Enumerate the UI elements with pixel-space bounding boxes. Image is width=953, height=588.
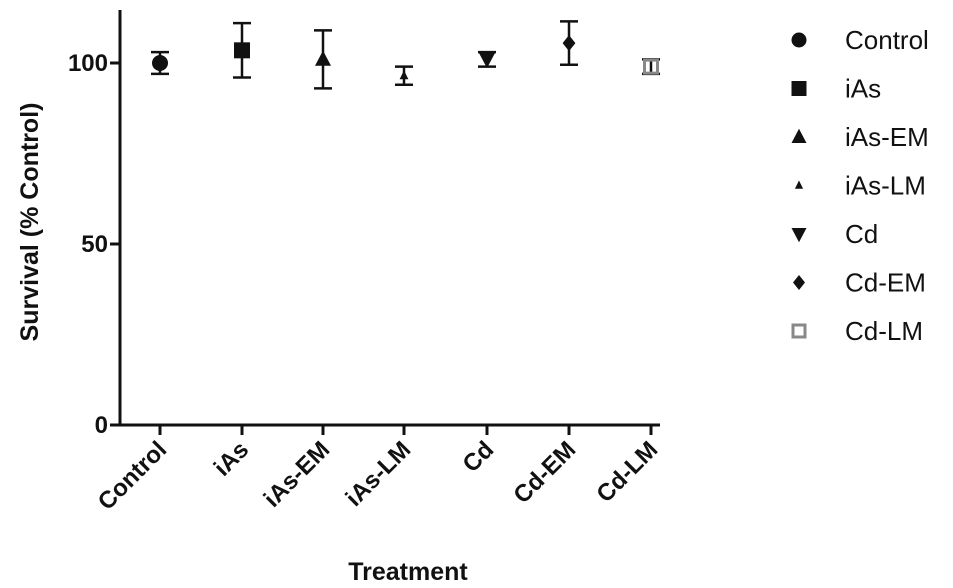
x-tick-label: Control	[93, 436, 172, 515]
x-axis-title: Treatment	[348, 558, 468, 586]
marker-triangle-up-small	[399, 70, 409, 80]
legend-label: Cd-EM	[845, 268, 926, 298]
legend-label: Cd-LM	[845, 316, 923, 346]
data-point-cd	[478, 50, 496, 69]
x-tick-label: iAs-EM	[259, 436, 336, 513]
legend-label: Cd	[845, 219, 878, 249]
marker-triangle-up	[315, 50, 331, 66]
legend-label: iAs-LM	[845, 171, 926, 201]
data-point-ias	[233, 21, 251, 79]
axes	[118, 10, 660, 427]
x-tick-label: Cd-LM	[591, 436, 663, 508]
legend: Control iAs iAs-EM iAs-LM Cd Cd-EM Cd-LM	[791, 25, 929, 346]
marker-square-open	[643, 58, 659, 75]
y-tick-label: 100	[68, 50, 108, 77]
legend-marker	[791, 228, 807, 243]
data-point-ias-em	[314, 29, 332, 90]
legend-label: Control	[845, 25, 929, 55]
x-tick-label: iAs-LM	[341, 436, 417, 512]
legend-item-cd-lm: Cd-LM	[791, 316, 923, 346]
marker-circle	[152, 55, 168, 71]
data-point-cd-lm	[642, 58, 660, 76]
legend-item-cd-em: Cd-EM	[793, 268, 926, 298]
y-tick-label: 0	[95, 412, 108, 439]
data-point-cd-em	[560, 20, 578, 67]
y-axis-ticks: 0 50 100	[68, 50, 120, 439]
legend-marker	[791, 323, 807, 339]
legend-item-ias-em: iAs-EM	[791, 122, 929, 152]
data-point-ias-lm	[395, 65, 413, 86]
legend-item-ias: iAs	[791, 74, 881, 104]
marker-triangle-down	[479, 52, 495, 69]
legend-marker	[791, 128, 807, 143]
marker-diamond	[562, 35, 576, 52]
x-tick-label: Cd	[458, 436, 500, 478]
data-point-control	[151, 50, 169, 76]
legend-item-control: Control	[791, 25, 929, 55]
legend-marker	[791, 81, 807, 96]
x-axis-ticks: Control iAs iAs-EM iAs-LM Cd Cd-EM Cd-LM	[93, 425, 663, 516]
y-axis-title: Survival (% Control)	[16, 103, 44, 342]
marker-square	[234, 42, 250, 59]
x-tick-label: Cd-EM	[508, 436, 581, 509]
y-tick-label: 50	[81, 231, 108, 258]
legend-marker	[791, 32, 807, 48]
legend-label: iAs-EM	[845, 122, 929, 152]
legend-item-cd: Cd	[791, 219, 878, 249]
x-tick-label: iAs	[209, 436, 255, 482]
data-points	[151, 20, 660, 90]
legend-marker	[794, 180, 804, 189]
legend-marker	[793, 275, 805, 290]
legend-label: iAs	[845, 74, 881, 104]
legend-item-ias-lm: iAs-LM	[794, 171, 926, 201]
